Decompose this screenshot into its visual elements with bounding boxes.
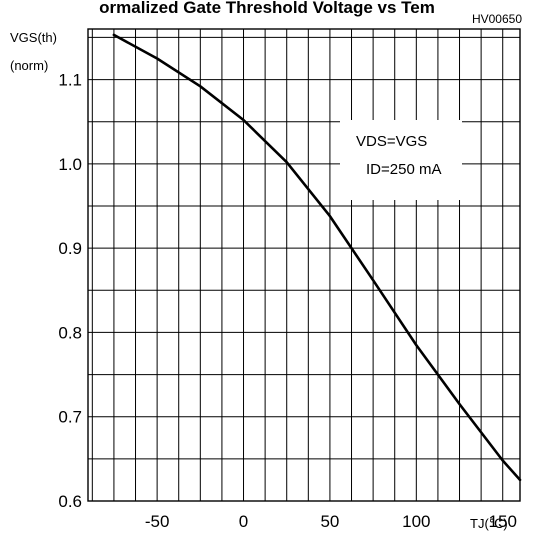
x-axis-label: TJ(℃): [470, 516, 508, 531]
x-tick-label: 0: [239, 512, 248, 531]
annotation-box: [340, 120, 462, 200]
annotation-line-1: VDS=VGS: [356, 133, 427, 150]
threshold-voltage-curve: [112, 33, 522, 482]
y-axis-label-line2: (norm): [10, 58, 48, 73]
x-tick-label: 100: [402, 512, 430, 531]
y-tick-label: 0.9: [58, 239, 82, 258]
x-tick-label: 150: [489, 512, 517, 531]
chart-title: ormalized Gate Threshold Voltage vs Tem: [99, 0, 435, 17]
y-tick-label: 0.8: [58, 323, 82, 342]
x-tick-label: 50: [320, 512, 339, 531]
x-tick-label: -50: [145, 512, 170, 531]
y-tick-label: 0.7: [58, 408, 82, 427]
y-tick-labels: 0.6 0.7 0.8 0.9 1.0 1.1: [58, 71, 82, 511]
y-tick-label: 0.6: [58, 492, 82, 511]
y-axis-label-line1: VGS(th): [10, 30, 57, 45]
x-tick-labels: -50 0 50 100 150: [145, 512, 517, 531]
y-tick-label: 1.1: [58, 71, 82, 90]
y-tick-label: 1.0: [58, 155, 82, 174]
grid: [88, 29, 520, 501]
annotation-line-2: ID=250 mA: [366, 161, 441, 178]
plot-frame: [87, 28, 521, 502]
figure-code: HV00650: [472, 12, 522, 26]
